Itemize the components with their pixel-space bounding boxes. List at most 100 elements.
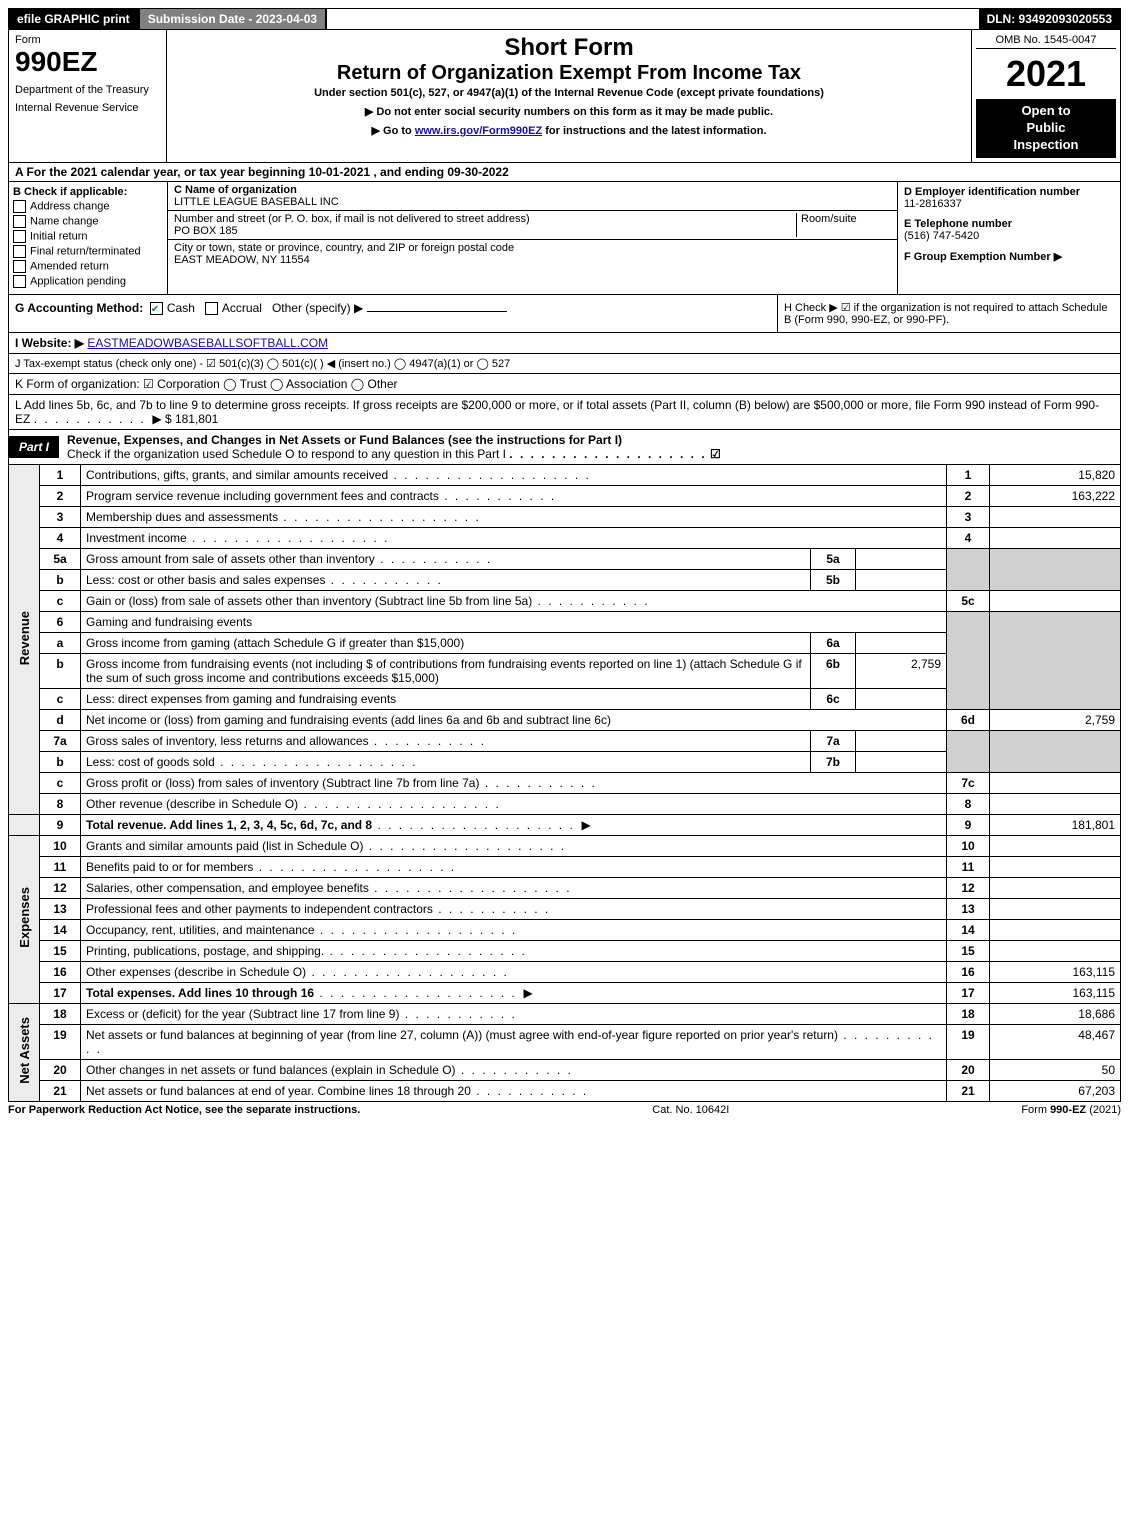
form-number: 990EZ [15, 46, 160, 78]
footer-left: For Paperwork Reduction Act Notice, see … [8, 1104, 360, 1116]
accrual-checkbox[interactable] [205, 302, 218, 315]
opt-application-pending[interactable]: Application pending [13, 275, 163, 288]
opt-final-return[interactable]: Final return/terminated [13, 245, 163, 258]
f-group-label: F Group Exemption Number ▶ [904, 251, 1062, 263]
v-21: 67,203 [990, 1080, 1121, 1101]
v-7c [990, 772, 1121, 793]
part-1-title: Revenue, Expenses, and Changes in Net As… [59, 430, 1120, 464]
i-label: I Website: ▶ [15, 336, 84, 350]
opt-name-change[interactable]: Name change [13, 215, 163, 228]
d-9: Total revenue. Add lines 1, 2, 3, 4, 5c,… [86, 818, 372, 832]
d-19: Net assets or fund balances at beginning… [86, 1028, 838, 1042]
d-16: Other expenses (describe in Schedule O) [86, 965, 306, 979]
section-i: I Website: ▶ EASTMEADOWBASEBALLSOFTBALL.… [8, 333, 1121, 354]
section-c: C Name of organization LITTLE LEAGUE BAS… [168, 182, 898, 294]
tel-value: (516) 747-5420 [904, 230, 979, 242]
v-19: 48,467 [990, 1024, 1121, 1059]
mv-6c [856, 688, 947, 709]
part-1-tag: Part I [9, 436, 59, 458]
section-b-title: B Check if applicable: [13, 186, 163, 198]
d-2: Program service revenue including govern… [86, 489, 439, 503]
link-pre: ▶ Go to [372, 125, 415, 137]
section-a: A For the 2021 calendar year, or tax yea… [8, 163, 1121, 182]
info-block: B Check if applicable: Address change Na… [8, 182, 1121, 295]
v-1: 15,820 [990, 465, 1121, 486]
d-6c: Less: direct expenses from gaming and fu… [86, 692, 396, 706]
mv-6b: 2,759 [856, 653, 947, 688]
d-11: Benefits paid to or for members [86, 860, 253, 874]
d-20: Other changes in net assets or fund bala… [86, 1063, 456, 1077]
g-other: Other (specify) ▶ [272, 301, 363, 315]
d-1: Contributions, gifts, grants, and simila… [86, 468, 388, 482]
v-5c [990, 590, 1121, 611]
v-11 [990, 856, 1121, 877]
d-7b: Less: cost of goods sold [86, 755, 215, 769]
d-6: Gaming and fundraising events [81, 611, 947, 632]
footer-center: Cat. No. 10642I [652, 1104, 729, 1116]
section-g-h: G Accounting Method: Cash Accrual Other … [8, 295, 1121, 333]
d-5c: Gain or (loss) from sale of assets other… [86, 594, 532, 608]
section-d-e-f: D Employer identification number 11-2816… [898, 182, 1120, 294]
section-g: G Accounting Method: Cash Accrual Other … [9, 295, 777, 332]
mv-7b [856, 751, 947, 772]
c-street-label: Number and street (or P. O. box, if mail… [174, 213, 530, 225]
ln-1: 1 [40, 465, 81, 486]
ssn-warning: ▶ Do not enter social security numbers o… [173, 105, 965, 118]
d-6a: Gross income from gaming (attach Schedul… [86, 636, 464, 650]
d-7a: Gross sales of inventory, less returns a… [86, 734, 369, 748]
v-13 [990, 898, 1121, 919]
d-ein-label: D Employer identification number [904, 186, 1080, 198]
d-5a: Gross amount from sale of assets other t… [86, 552, 375, 566]
section-l: L Add lines 5b, 6c, and 7b to line 9 to … [8, 395, 1121, 430]
opt-amended-return[interactable]: Amended return [13, 260, 163, 273]
v-8 [990, 793, 1121, 814]
v-20: 50 [990, 1059, 1121, 1080]
v-10 [990, 835, 1121, 856]
d-12: Salaries, other compensation, and employ… [86, 881, 369, 895]
header-left: Form 990EZ Department of the Treasury In… [9, 30, 167, 162]
irs-link-line: ▶ Go to www.irs.gov/Form990EZ for instru… [173, 124, 965, 137]
agency-2: Internal Revenue Service [15, 102, 160, 114]
v-2: 163,222 [990, 485, 1121, 506]
opt-initial-return[interactable]: Initial return [13, 230, 163, 243]
part-1-note: Check if the organization used Schedule … [67, 447, 506, 461]
v-6d: 2,759 [990, 709, 1121, 730]
omb-number: OMB No. 1545-0047 [976, 34, 1116, 49]
d-17: Total expenses. Add lines 10 through 16 [86, 986, 314, 1000]
org-street: PO BOX 185 [174, 225, 238, 237]
title-short-form: Short Form [173, 34, 965, 62]
website-link[interactable]: EASTMEADOWBASEBALLSOFTBALL.COM [87, 336, 328, 350]
form-label: Form [15, 34, 160, 46]
g-cash: Cash [167, 301, 195, 315]
d-15: Printing, publications, postage, and shi… [86, 944, 324, 958]
d-4: Investment income [86, 531, 187, 545]
subtitle: Under section 501(c), 527, or 4947(a)(1)… [173, 87, 965, 99]
v-14 [990, 919, 1121, 940]
part-1-checkbox[interactable]: ☑ [710, 447, 721, 461]
efile-graphic-print[interactable]: efile GRAPHIC print [9, 9, 138, 29]
part-1-header: Part I Revenue, Expenses, and Changes in… [8, 430, 1121, 465]
v-15 [990, 940, 1121, 961]
footer-right: Form 990-EZ (2021) [1021, 1104, 1121, 1116]
d-3: Membership dues and assessments [86, 510, 278, 524]
link-post: for instructions and the latest informat… [545, 125, 766, 137]
footer: For Paperwork Reduction Act Notice, see … [8, 1102, 1121, 1116]
open-to-public: Open to Public Inspection [976, 99, 1116, 158]
e-tel-label: E Telephone number [904, 218, 1012, 230]
opt-address-change[interactable]: Address change [13, 200, 163, 213]
open-l2: Public [978, 120, 1114, 137]
d-5b: Less: cost or other basis and sales expe… [86, 573, 325, 587]
irs-link[interactable]: www.irs.gov/Form990EZ [415, 125, 542, 137]
mv-7a [856, 730, 947, 751]
side-expenses: Expenses [9, 835, 40, 1003]
agency-1: Department of the Treasury [15, 84, 160, 96]
d-6b: Gross income from fundraising events (no… [86, 657, 802, 685]
header-right: OMB No. 1545-0047 2021 Open to Public In… [972, 30, 1120, 162]
cash-checkbox[interactable] [150, 302, 163, 315]
d-21: Net assets or fund balances at end of ye… [86, 1084, 471, 1098]
dln-label: DLN: 93492093020553 [979, 9, 1120, 29]
mv-5b [856, 569, 947, 590]
financial-table: Revenue 1 Contributions, gifts, grants, … [8, 465, 1121, 1102]
section-k: K Form of organization: ☑ Corporation ◯ … [8, 374, 1121, 395]
v-4 [990, 527, 1121, 548]
